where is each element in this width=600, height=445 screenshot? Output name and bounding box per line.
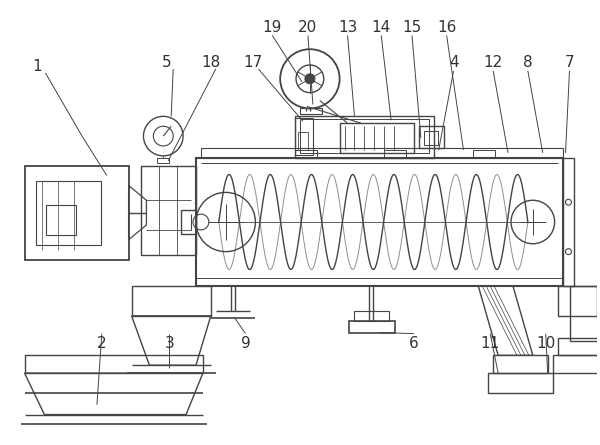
Bar [25,166,128,259]
Bar [46,205,76,235]
Bar [563,158,574,286]
Bar [25,355,203,373]
Text: 18: 18 [201,55,220,69]
Text: 15: 15 [403,20,422,35]
Bar [298,132,308,150]
Text: 7: 7 [565,55,574,69]
Bar [37,181,101,245]
Bar [493,355,548,373]
Text: 13: 13 [338,20,357,35]
Bar [384,150,406,158]
Bar [473,150,495,158]
Text: 4: 4 [449,55,458,69]
Bar [557,338,600,355]
Bar [181,210,196,234]
Bar [201,148,563,158]
Circle shape [305,74,315,84]
Text: 3: 3 [164,336,174,351]
Text: 8: 8 [523,55,533,69]
Bar [300,119,429,153]
Bar [340,123,414,153]
Bar [295,118,313,155]
Text: 10: 10 [536,336,556,351]
Text: 6: 6 [409,336,419,351]
Bar [300,109,322,114]
Bar [557,286,597,316]
Bar [295,150,317,158]
Bar [157,158,169,163]
Bar [355,311,389,321]
Text: 11: 11 [481,336,500,351]
Text: 1: 1 [32,60,42,74]
Bar [424,131,438,145]
Bar [488,373,553,393]
Text: 17: 17 [243,55,262,69]
Bar [295,116,434,158]
Bar [131,286,211,316]
Text: 14: 14 [371,20,391,35]
Text: 5: 5 [161,55,171,69]
Bar [349,321,395,332]
Text: 2: 2 [97,336,107,351]
Bar [142,166,196,255]
Text: 19: 19 [263,20,282,35]
Text: 9: 9 [241,336,250,351]
Bar [196,158,563,286]
Text: 16: 16 [437,20,457,35]
Text: 20: 20 [298,20,317,35]
Bar [553,355,600,373]
Bar [571,286,600,340]
Text: 12: 12 [484,55,503,69]
Bar [419,126,443,148]
